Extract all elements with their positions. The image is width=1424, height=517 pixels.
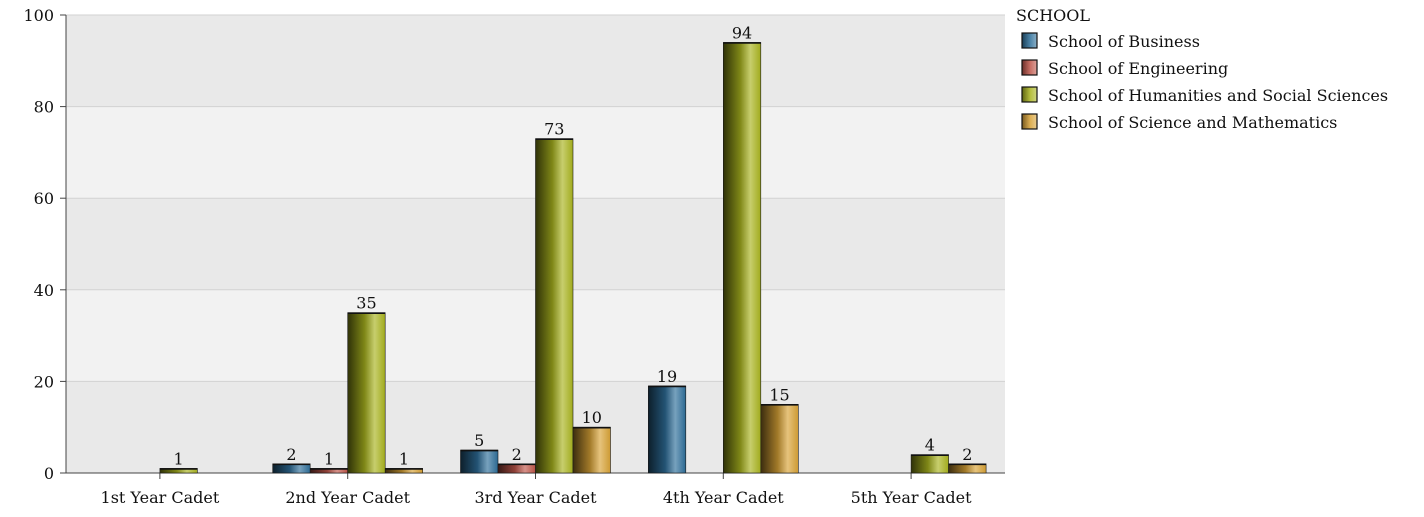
- plot-band: [66, 15, 1005, 107]
- x-tick-label: 5th Year Cadet: [851, 488, 972, 507]
- data-label: 15: [769, 385, 789, 404]
- legend-item-label: School of Engineering: [1048, 59, 1228, 78]
- bar: [910, 454, 949, 474]
- y-tick-label: 80: [34, 98, 54, 117]
- bar: [572, 426, 611, 474]
- data-label: 2: [286, 445, 296, 464]
- data-label: 1: [174, 449, 184, 468]
- x-axis: 1st Year Cadet 2nd Year Cadet 3rd Year Cad…: [66, 472, 1005, 507]
- y-tick-label: 40: [34, 281, 54, 300]
- bar: [948, 463, 987, 474]
- data-label: 5: [474, 431, 484, 450]
- legend-swatch: [1021, 59, 1038, 76]
- bar: [497, 463, 536, 474]
- data-label: 1: [324, 449, 334, 468]
- data-label: 10: [582, 408, 602, 427]
- legend-swatch: [1021, 32, 1038, 49]
- data-label: 2: [962, 445, 972, 464]
- y-tick-label: 100: [23, 6, 54, 25]
- bar: [535, 138, 574, 474]
- x-tick-label: 1st Year Cadet: [101, 488, 220, 507]
- y-tick-label: 20: [34, 372, 54, 391]
- legend-item-label: School of Business: [1048, 32, 1200, 51]
- bar: [272, 463, 311, 474]
- legend-swatch: [1021, 113, 1038, 130]
- y-axis: 0 20 40 60 80 100: [23, 6, 67, 483]
- legend-item-label: School of Science and Mathematics: [1048, 113, 1337, 132]
- y-tick-label: 0: [44, 464, 54, 483]
- bar: [460, 449, 499, 474]
- data-label: 19: [657, 367, 677, 386]
- data-label: 2: [512, 445, 522, 464]
- y-tick-label: 60: [34, 189, 54, 208]
- bar: [760, 403, 799, 474]
- bar: [347, 312, 386, 474]
- data-label: 73: [544, 120, 564, 139]
- bar: [647, 385, 687, 474]
- data-label: 35: [356, 294, 376, 313]
- legend: SCHOOL School of Business School of Engin…: [1016, 6, 1388, 132]
- bar: [722, 42, 762, 474]
- x-tick-label: 2nd Year Cadet: [285, 488, 410, 507]
- legend-item-label: School of Humanities and Social Sciences: [1048, 86, 1388, 105]
- data-label: 4: [925, 436, 935, 455]
- x-tick-label: 4th Year Cadet: [663, 488, 784, 507]
- legend-swatch: [1021, 86, 1038, 103]
- data-label: 94: [732, 23, 752, 42]
- legend-title: SCHOOL: [1016, 6, 1090, 25]
- data-label: 1: [399, 449, 409, 468]
- x-tick-label: 3rd Year Cadet: [475, 488, 598, 507]
